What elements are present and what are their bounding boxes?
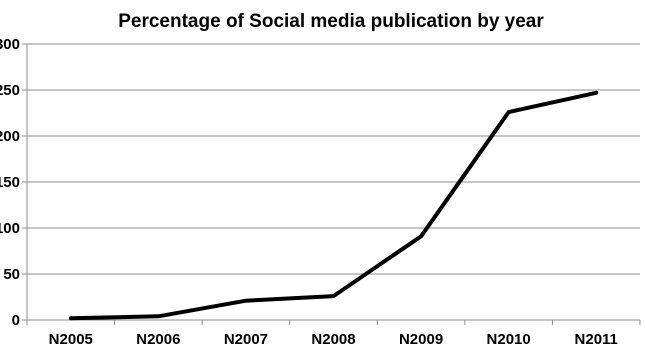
y-tick-label: 50 (3, 266, 20, 283)
x-tick-label: N2010 (487, 331, 531, 348)
chart-title: Percentage of Social media publication b… (118, 11, 544, 32)
y-tick-label: 200 (0, 128, 20, 145)
y-tick-label: 250 (0, 82, 20, 99)
x-axis-tick-labels: N2005 N2006 N2007 N2008 N2009 N2010 N2011 (49, 331, 618, 348)
axes (22, 43, 641, 325)
x-tick-label: N2005 (49, 331, 93, 348)
y-tick-label: 300 (0, 36, 20, 53)
series-line (68, 90, 599, 321)
x-tick-label: N2011 (575, 331, 618, 348)
y-tick-label: 0 (12, 312, 20, 329)
x-tick-label: N2006 (136, 331, 180, 348)
y-axis-tick-labels: 0 50 100 150 200 250 300 (0, 36, 20, 329)
y-tick-label: 150 (0, 174, 20, 191)
x-tick-label: N2008 (311, 331, 355, 348)
x-tick-label: N2009 (399, 331, 443, 348)
y-tick-label: 100 (0, 220, 20, 237)
gridlines (27, 43, 640, 275)
series-lines (68, 90, 599, 321)
x-tick-label: N2007 (224, 331, 268, 348)
